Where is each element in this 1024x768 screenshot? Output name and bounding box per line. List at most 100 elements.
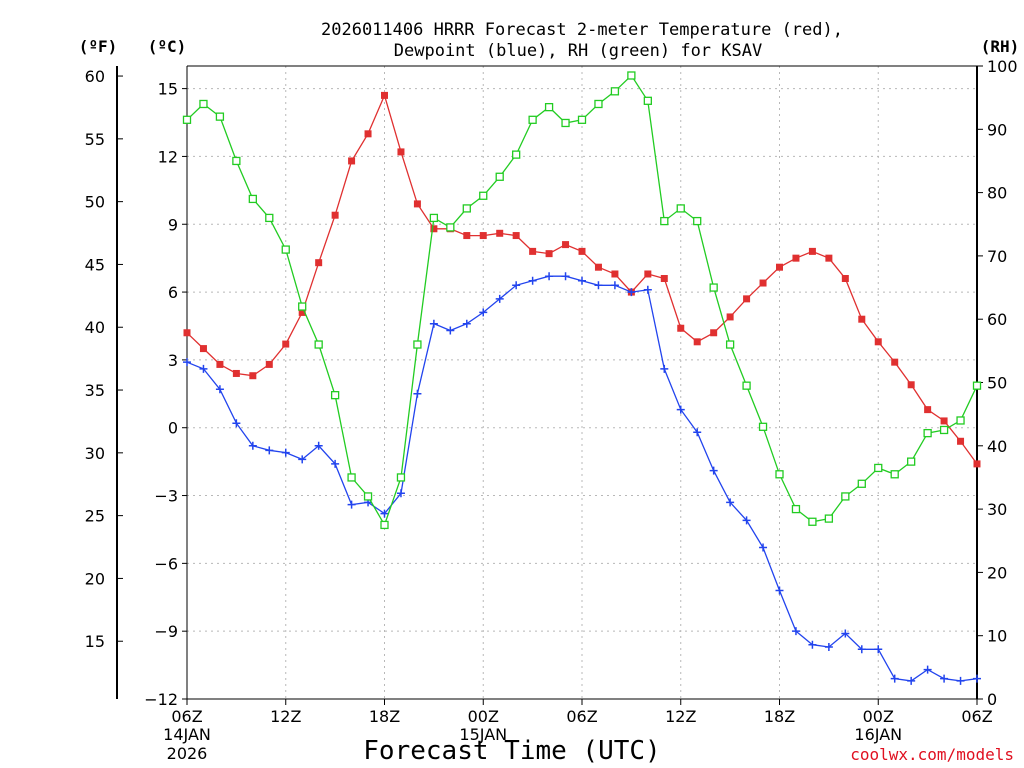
rh-point xyxy=(956,416,965,425)
celsius-tick-label: 15 xyxy=(158,80,178,99)
rh-point xyxy=(709,283,718,292)
dewpoint-point xyxy=(265,446,274,455)
rh-tick-label: 70 xyxy=(987,247,1007,266)
temperature-point xyxy=(644,270,652,278)
rh-point xyxy=(396,473,406,482)
temperature-point xyxy=(512,232,520,240)
dewpoint-point xyxy=(512,281,521,290)
fahrenheit-tick-label: 35 xyxy=(85,381,105,400)
temperature-point xyxy=(298,308,306,316)
rh-point xyxy=(281,245,290,254)
x-date-label: 14JAN xyxy=(163,725,211,744)
rh-point xyxy=(479,191,488,200)
dewpoint-point xyxy=(857,645,866,654)
rh-point xyxy=(528,115,537,124)
rh-point xyxy=(561,118,570,128)
dewpoint-point xyxy=(183,358,191,367)
temperature-point xyxy=(529,247,537,255)
dewpoint-point xyxy=(676,405,685,414)
dewpoint-point xyxy=(874,645,883,654)
temperature-point xyxy=(973,460,981,468)
fahrenheit-tick-label: 20 xyxy=(85,569,105,588)
dewpoint-point xyxy=(759,543,768,552)
dewpoint-point xyxy=(479,308,488,317)
celsius-tick-label: 3 xyxy=(168,351,178,370)
celsius-tick-label: −6 xyxy=(154,554,178,573)
temperature-point xyxy=(199,345,207,353)
rh-point xyxy=(758,422,768,431)
fahrenheit-unit-label: (ºF) xyxy=(79,37,118,56)
dewpoint-point xyxy=(396,489,405,498)
rh-point xyxy=(363,492,373,501)
temperature-point xyxy=(413,200,421,208)
dewpoint-point xyxy=(281,448,290,457)
temperature-point xyxy=(578,247,586,255)
temperature-point xyxy=(660,275,668,283)
dewpoint-point xyxy=(940,674,949,683)
temperature-point xyxy=(232,369,240,377)
temperature-point xyxy=(348,157,356,165)
rh-tick-label: 20 xyxy=(987,563,1007,582)
temperature-point xyxy=(183,329,191,337)
rh-point xyxy=(610,87,620,96)
fahrenheit-tick-label: 25 xyxy=(85,507,105,526)
dewpoint-point xyxy=(413,389,422,398)
rh-point xyxy=(298,302,307,311)
temperature-point xyxy=(726,313,734,321)
dewpoint-point xyxy=(627,288,636,297)
celsius-tick-label: 12 xyxy=(158,147,178,166)
dewpoint-point xyxy=(495,294,504,303)
x-tick-label: 00Z xyxy=(863,707,894,726)
rh-point xyxy=(874,463,883,473)
temperature-point xyxy=(907,381,915,389)
temperature-point xyxy=(825,254,833,262)
celsius-tick-label: 6 xyxy=(168,283,178,302)
rh-point xyxy=(512,150,521,159)
dewpoint-point xyxy=(594,281,603,290)
rh-tick-label: 50 xyxy=(987,374,1007,393)
rh-point xyxy=(544,102,554,112)
celsius-tick-label: −9 xyxy=(154,622,178,641)
celsius-unit-label: (ºC) xyxy=(148,37,187,56)
rh-point xyxy=(939,425,949,435)
temperature-point xyxy=(957,437,965,445)
dewpoint-point xyxy=(693,428,702,437)
rh-tick-label: 40 xyxy=(987,437,1007,456)
dewpoint-point xyxy=(923,665,932,674)
temperature-point xyxy=(364,130,372,138)
rh-point xyxy=(265,213,274,223)
dewpoint-point xyxy=(709,466,718,475)
temperature-point xyxy=(924,406,932,414)
dewpoint-point xyxy=(907,676,916,685)
axes: 6055504540353025201515129630−3−6−9−12100… xyxy=(85,57,1018,763)
rh-point xyxy=(923,428,932,438)
dewpoint-point xyxy=(446,326,455,335)
dewpoint-point xyxy=(462,319,471,328)
x-date-label: 15JAN xyxy=(459,725,507,744)
fahrenheit-tick-label: 15 xyxy=(85,632,105,651)
celsius-tick-label: 9 xyxy=(168,215,178,234)
rh-tick-label: 60 xyxy=(987,310,1007,329)
dewpoint-point xyxy=(578,276,586,285)
rh-point xyxy=(199,99,208,109)
fahrenheit-tick-label: 30 xyxy=(85,444,105,463)
dewpoint-point xyxy=(380,509,389,518)
fahrenheit-tick-label: 60 xyxy=(85,67,105,86)
rh-point xyxy=(775,470,784,479)
x-year-label: 2026 xyxy=(167,744,208,763)
dewpoint-point xyxy=(791,627,800,636)
dewpoint-point xyxy=(232,419,241,428)
temperature-point xyxy=(611,270,619,278)
dewpoint-point xyxy=(528,276,537,285)
temperature-point xyxy=(381,91,388,99)
temperature-point xyxy=(808,247,816,255)
temperature-point xyxy=(710,329,718,337)
rh-point xyxy=(643,96,652,105)
data-series xyxy=(182,71,982,685)
temperature-point xyxy=(282,340,290,348)
dewpoint-point xyxy=(429,319,438,328)
rh-point xyxy=(972,381,982,390)
dewpoint-point xyxy=(973,674,981,683)
